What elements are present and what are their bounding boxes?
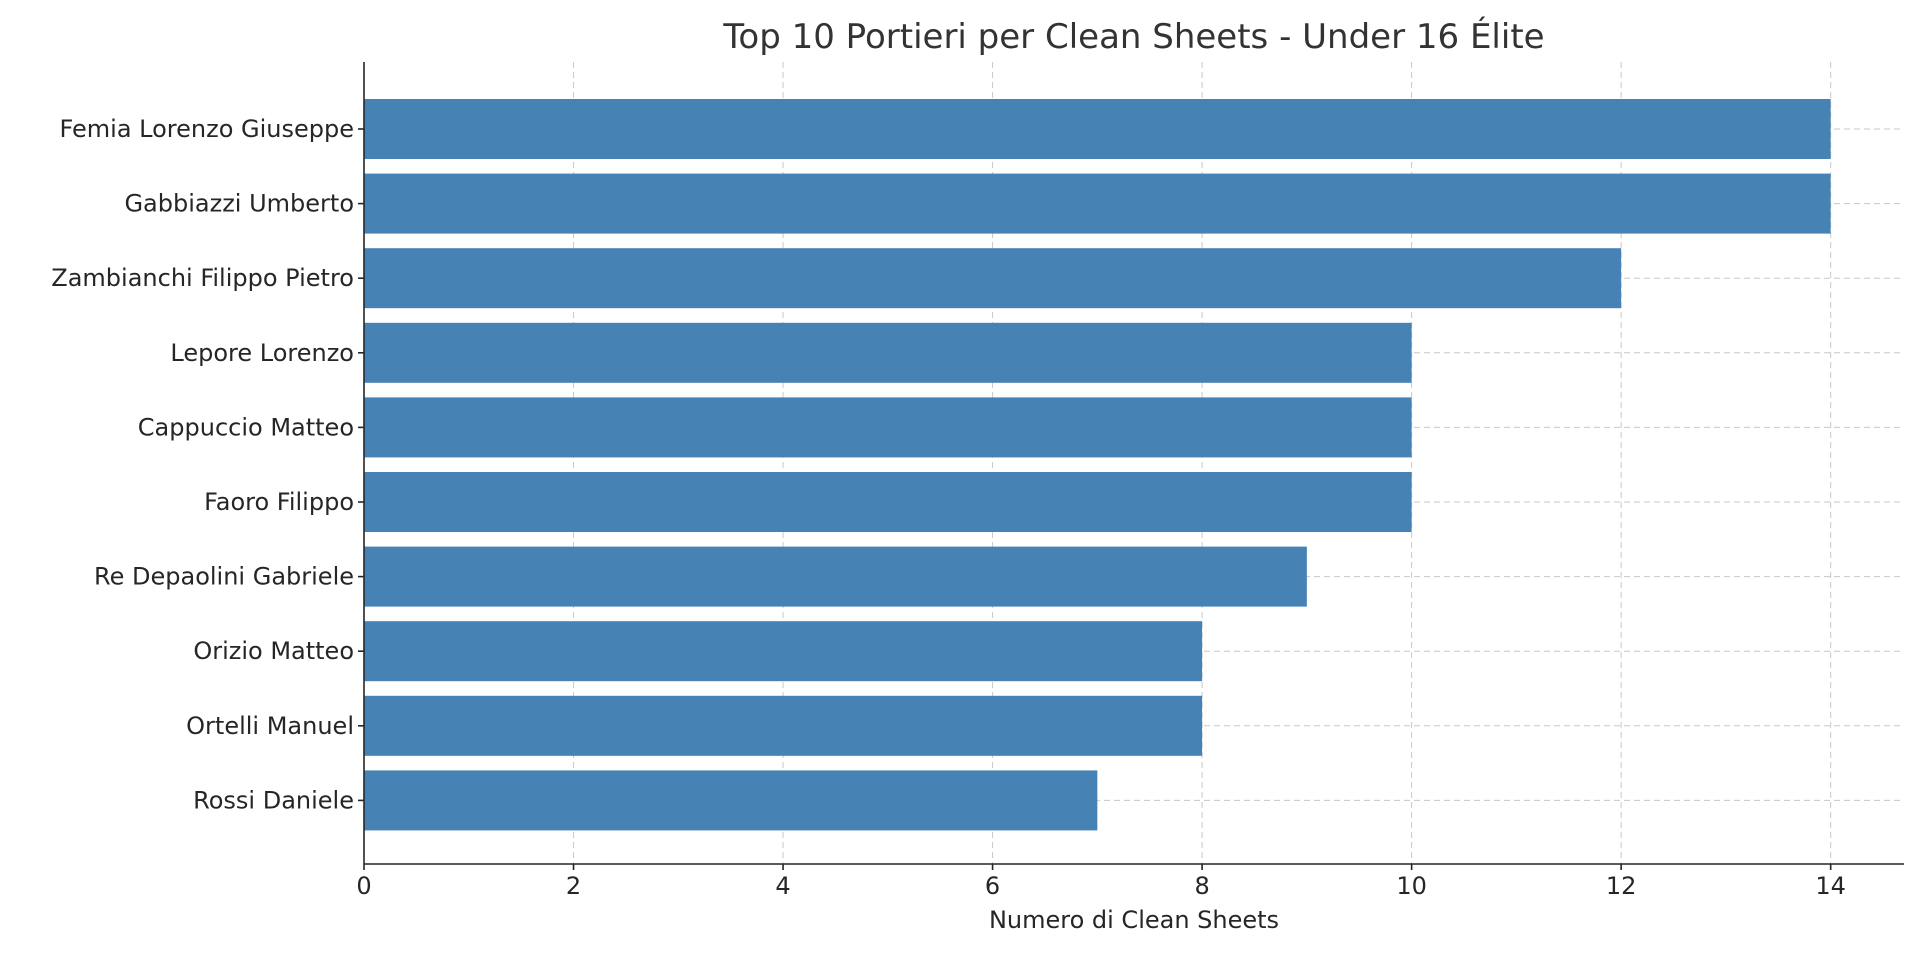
bar-6 bbox=[364, 472, 1412, 532]
y-tick-label: Faoro Filippo bbox=[204, 488, 354, 516]
bar-7 bbox=[364, 546, 1307, 607]
x-tick-label: 6 bbox=[985, 872, 1000, 900]
y-tick-label: Rossi Daniele bbox=[193, 786, 354, 814]
bar-5 bbox=[364, 397, 1412, 458]
bars bbox=[364, 99, 1831, 831]
x-tick-label: 10 bbox=[1396, 872, 1427, 900]
y-tick-label: Ortelli Manuel bbox=[186, 712, 354, 740]
x-tick-label: 14 bbox=[1815, 872, 1846, 900]
x-tick-label: 12 bbox=[1606, 872, 1637, 900]
bar-9 bbox=[364, 695, 1203, 756]
axes bbox=[358, 62, 1904, 870]
y-tick-label: Gabbiazzi Umberto bbox=[124, 190, 354, 218]
x-tick-label: 2 bbox=[566, 872, 581, 900]
bar-1 bbox=[364, 99, 1831, 159]
bar-2 bbox=[364, 173, 1831, 234]
y-tick-label: Re Depaolini Gabriele bbox=[94, 563, 354, 591]
bar-4 bbox=[364, 322, 1412, 383]
bar-10 bbox=[364, 770, 1098, 831]
x-tick-label: 4 bbox=[775, 872, 790, 900]
y-tick-label: Cappuccio Matteo bbox=[138, 413, 354, 441]
bar-8 bbox=[364, 621, 1203, 682]
x-tick-label: 8 bbox=[1194, 872, 1209, 900]
y-tick-label: Zambianchi Filippo Pietro bbox=[51, 264, 354, 292]
chart-title: Top 10 Portieri per Clean Sheets - Under… bbox=[722, 16, 1544, 57]
y-tick-label: Lepore Lorenzo bbox=[170, 339, 354, 367]
x-axis-label: Numero di Clean Sheets bbox=[989, 906, 1279, 934]
y-tick-label: Orizio Matteo bbox=[193, 637, 354, 665]
x-tick-labels: 0 2 4 6 8 10 12 14 bbox=[356, 872, 1846, 900]
bar-3 bbox=[364, 248, 1622, 309]
y-tick-label: Femia Lorenzo Giuseppe bbox=[60, 115, 354, 143]
x-tick-label: 0 bbox=[356, 872, 371, 900]
y-tick-labels: Femia Lorenzo Giuseppe Gabbiazzi Umberto Z… bbox=[51, 115, 354, 814]
